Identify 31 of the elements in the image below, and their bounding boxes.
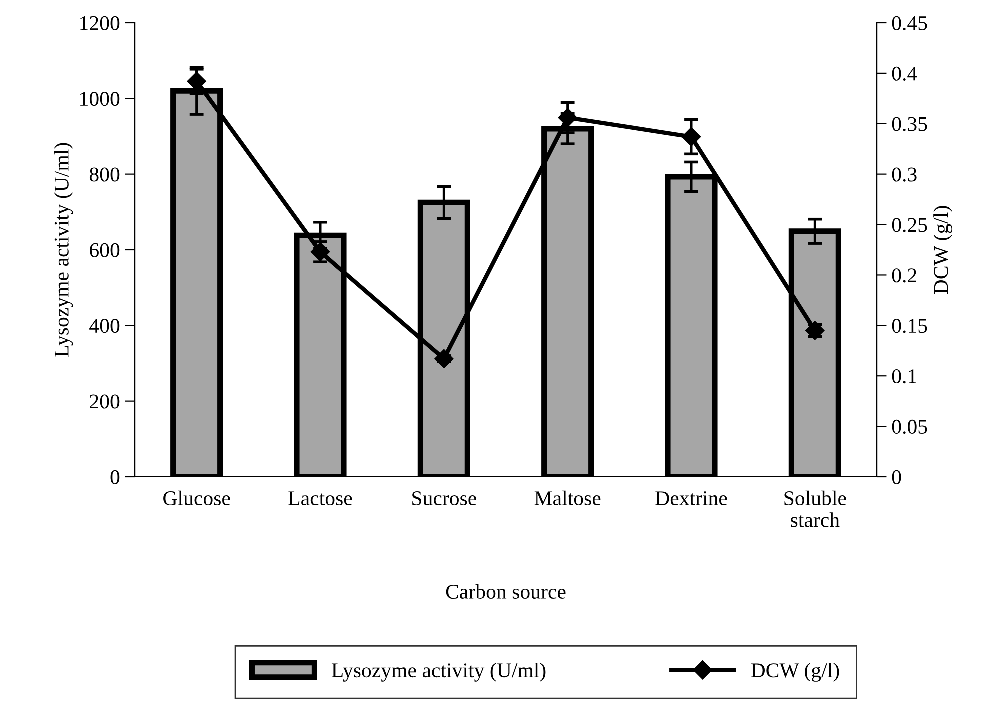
x-tick-label: Glucose bbox=[164, 490, 230, 506]
legend-label: DCW (g/l) bbox=[751, 662, 840, 682]
y2-tick-label: 0 bbox=[892, 470, 902, 484]
y-tick-label: 1200 bbox=[80, 16, 120, 30]
y2-tick-label: 0.25 bbox=[892, 218, 928, 232]
y-tick-label: 1000 bbox=[80, 92, 120, 106]
point bbox=[558, 108, 578, 128]
y-tick-label: 0 bbox=[110, 470, 120, 484]
y2-tick-label: 0.35 bbox=[892, 117, 928, 132]
point bbox=[682, 127, 702, 147]
y2-tick-label: 0.15 bbox=[892, 319, 928, 334]
x-axis-title: Carbon source bbox=[446, 584, 566, 600]
legend-label: Lysozyme activity (U/ml) bbox=[332, 662, 546, 682]
y-tick-label: 400 bbox=[90, 319, 120, 334]
x-tick-label: Maltose bbox=[534, 490, 601, 506]
y-tick-label: 800 bbox=[90, 168, 120, 182]
y2-tick-label: 0.3 bbox=[892, 168, 917, 182]
y2-tick-label: 0.05 bbox=[892, 420, 928, 434]
y2-axis-title: DCW (g/l) bbox=[934, 206, 953, 294]
point bbox=[434, 349, 454, 368]
x-tick-label: Sucrose bbox=[412, 492, 476, 506]
y-tick-label: 600 bbox=[90, 243, 120, 258]
y-axis-title: Lysozyme activity (U/ml) bbox=[54, 143, 74, 358]
y-tick-label: 200 bbox=[90, 394, 120, 409]
x-tick-label: Soluble starch bbox=[784, 490, 846, 528]
y2-tick-label: 0.1 bbox=[892, 369, 916, 384]
y2-tick-label: 0.45 bbox=[892, 16, 928, 31]
y2-tick-label: 0.2 bbox=[892, 268, 916, 283]
x-tick-label: Dextrine bbox=[656, 492, 728, 506]
x-tick-label: Lactose bbox=[288, 492, 352, 506]
y2-tick-label: 0.4 bbox=[892, 66, 918, 81]
